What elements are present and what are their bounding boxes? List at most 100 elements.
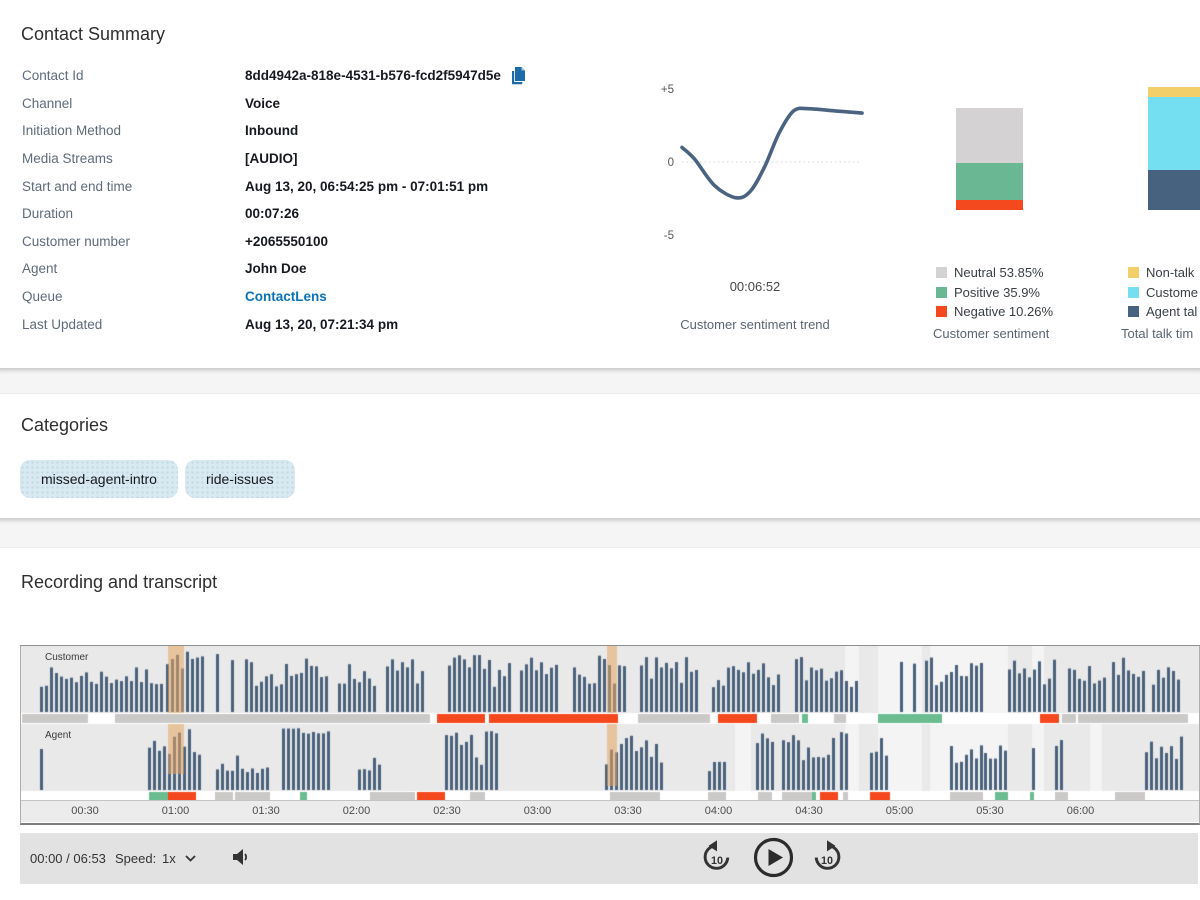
bar-segment xyxy=(1148,87,1200,97)
time-tick: 01:00 xyxy=(161,805,190,817)
legend-row: Positive 35.9% xyxy=(936,283,1053,303)
field-value: John Doe xyxy=(245,261,307,277)
recording-title: Recording and transcript xyxy=(21,572,218,592)
field-label: Queue xyxy=(22,289,63,305)
bar-segment xyxy=(1148,170,1200,210)
field-label: Last Updated xyxy=(22,316,103,332)
legend-swatch xyxy=(1128,306,1139,318)
category-chip[interactable]: ride-issues xyxy=(184,460,295,498)
legend-swatch xyxy=(936,286,947,298)
trend-y-tick: +5 xyxy=(661,84,674,96)
field-value: [AUDIO] xyxy=(245,151,298,167)
legend-row: Agent tal xyxy=(1128,302,1200,322)
trend-chart-title: Customer sentiment trend xyxy=(680,317,830,332)
time-tick: 03:00 xyxy=(523,805,552,817)
field-value: +2065550100 xyxy=(245,233,328,249)
field-label: Agent xyxy=(22,261,58,277)
field-label: Start and end time xyxy=(22,178,133,194)
bar-segment xyxy=(1148,96,1200,170)
categories-title: Categories xyxy=(21,415,109,435)
trend-x-axis-label: 00:06:52 xyxy=(729,279,781,294)
time-tick: 05:30 xyxy=(976,805,1004,817)
field-row: Media Streams [AUDIO] xyxy=(22,145,622,173)
bar-segment xyxy=(956,199,1023,210)
field-value: 00:07:26 xyxy=(245,206,300,222)
customer-sentiment-trend-chart: +5 0 -5 xyxy=(640,80,870,252)
time-tick: 06:00 xyxy=(1066,805,1095,817)
copy-icon xyxy=(511,67,525,85)
field-value: Inbound xyxy=(245,123,299,139)
waveform-canvas[interactable] xyxy=(21,646,1199,800)
field-label: Initiation Method xyxy=(22,123,122,139)
legend-swatch xyxy=(1128,267,1139,279)
trend-y-tick: -5 xyxy=(664,230,674,242)
forward-10-button[interactable]: 10 xyxy=(812,840,842,874)
category-chip[interactable]: missed-agent-intro xyxy=(20,460,178,498)
speed-select[interactable]: 1x xyxy=(158,847,200,870)
legend-swatch xyxy=(936,306,947,318)
contact-fields: Contact Id 8dd4942a-818e-4531-b576-fcd2f5… xyxy=(22,62,622,338)
speed-label: Speed: xyxy=(115,851,157,866)
legend-label: Neutral 53.85% xyxy=(954,265,1044,281)
svg-text:10: 10 xyxy=(821,855,833,867)
time-tick: 02:00 xyxy=(342,805,371,817)
contact-summary-title: Contact Summary xyxy=(21,24,166,44)
trend-line xyxy=(680,106,864,200)
field-row: Channel Voice xyxy=(22,90,622,118)
field-row: Customer number +2065550100 xyxy=(22,228,622,256)
legend-label: Non-talk xyxy=(1146,265,1195,281)
agent-track-label: Agent xyxy=(45,730,72,741)
field-row: Initiation Method Inbound xyxy=(22,117,622,145)
playback-time: 00:00 / 06:53 xyxy=(30,851,106,866)
copy-button[interactable] xyxy=(509,66,526,85)
field-label: Customer number xyxy=(22,233,131,249)
field-label: Contact Id xyxy=(22,68,84,84)
legend-swatch xyxy=(1128,286,1139,298)
field-label: Media Streams xyxy=(22,151,113,167)
field-value: Aug 13, 20, 07:21:34 pm xyxy=(245,316,399,332)
field-label: Channel xyxy=(22,95,73,111)
section-divider xyxy=(0,518,1200,548)
timeline-axis[interactable]: 00:30 01:00 01:30 02:00 02:30 03:00 03:30 04:00… xyxy=(21,800,1199,822)
time-tick: 01:30 xyxy=(252,805,280,817)
volume-icon[interactable] xyxy=(232,848,251,871)
legend-label: Custome xyxy=(1146,284,1199,300)
customer-sentiment-legend: Neutral 53.85% Positive 35.9% Negative 10.… xyxy=(936,263,1053,322)
queue-link[interactable]: ContactLens xyxy=(245,289,327,305)
section-divider xyxy=(0,368,1200,394)
field-value: 8dd4942a-818e-4531-b576-fcd2f5947d5e xyxy=(245,66,526,85)
trend-y-tick: 0 xyxy=(668,157,674,169)
svg-text:10: 10 xyxy=(711,855,723,867)
legend-row: Non-talk xyxy=(1128,263,1200,283)
time-tick: 00:30 xyxy=(71,805,99,817)
category-chips: missed-agent-intro ride-issues xyxy=(20,460,295,498)
speed-value: 1x xyxy=(162,851,176,866)
field-label: Duration xyxy=(22,206,74,222)
waveform-panel: Customer Agent 00:30 01:00 01:30 02:00 02:30… xyxy=(20,645,1200,825)
field-value: Aug 13, 20, 06:54:25 pm - 07:01:51 pm xyxy=(245,178,489,194)
time-tick: 02:30 xyxy=(433,805,461,817)
audio-player-bar: 00:00 / 06:53 Speed: 1x 10 xyxy=(20,833,1198,884)
legend-row: Neutral 53.85% xyxy=(936,263,1053,283)
customer-sentiment-title: Customer sentiment xyxy=(933,326,1050,341)
total-talk-time-bar xyxy=(1148,87,1200,210)
legend-label: Positive 35.9% xyxy=(954,284,1040,300)
rewind-10-button[interactable]: 10 xyxy=(702,840,732,874)
chevron-down-icon xyxy=(185,855,196,862)
bar-segment xyxy=(956,108,1023,163)
field-row: Agent John Doe xyxy=(22,255,622,283)
time-tick: 04:30 xyxy=(795,805,823,817)
play-button[interactable] xyxy=(753,837,794,878)
field-value: Voice xyxy=(245,95,281,111)
legend-row: Negative 10.26% xyxy=(936,302,1053,322)
field-row: Duration 00:07:26 xyxy=(22,200,622,228)
legend-row: Custome xyxy=(1128,283,1200,303)
field-row: Start and end time Aug 13, 20, 06:54:25 p… xyxy=(22,172,622,200)
total-talk-time-title: Total talk tim xyxy=(1121,326,1194,341)
customer-track-label: Customer xyxy=(45,652,89,663)
total-talk-time-legend: Non-talk Custome Agent tal xyxy=(1128,263,1200,322)
time-tick: 03:30 xyxy=(614,805,642,817)
legend-label: Negative 10.26% xyxy=(954,304,1054,320)
trend-line-svg: +5 0 -5 xyxy=(661,84,864,242)
